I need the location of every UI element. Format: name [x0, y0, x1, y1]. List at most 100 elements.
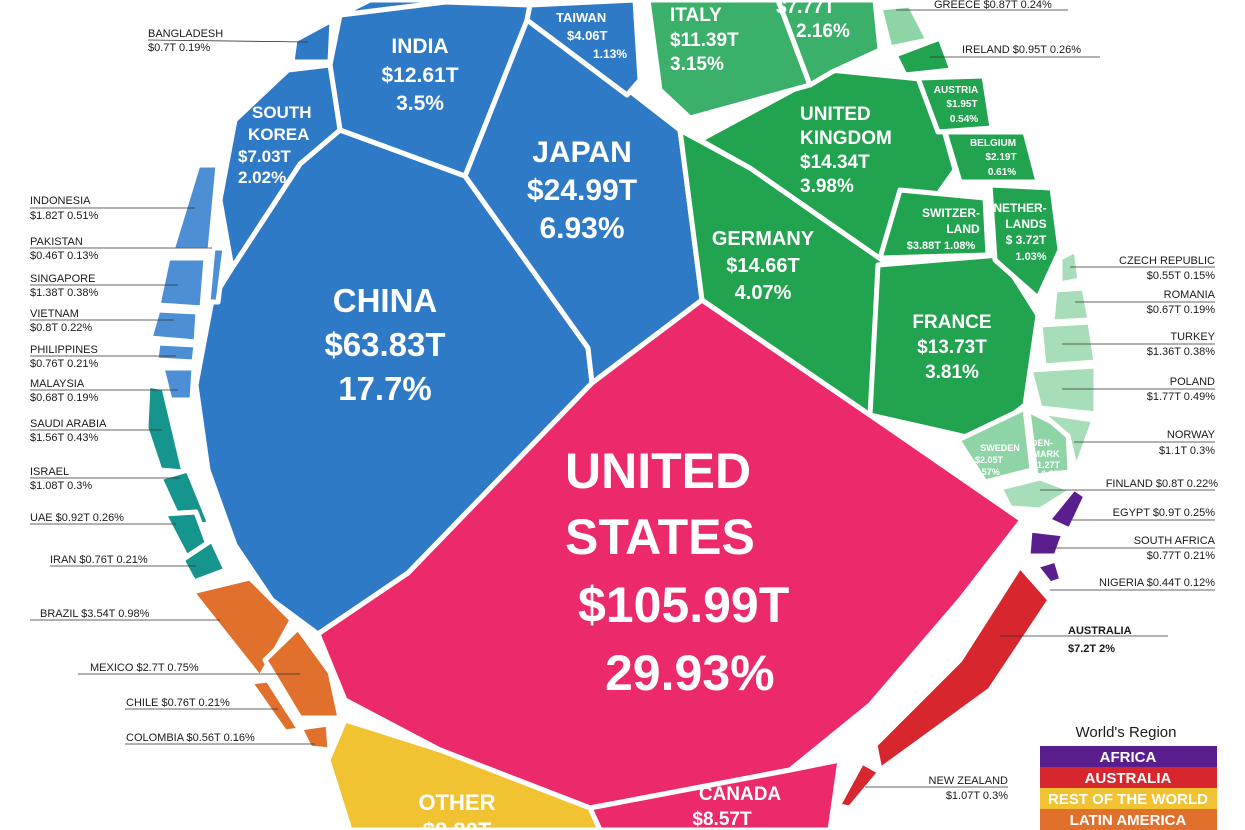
ext-czech-republic-name: CZECH REPUBLIC — [1119, 255, 1215, 267]
label-other-value: $8.80T — [423, 818, 492, 830]
ext-saudi-arabia-value: $1.56T 0.43% — [30, 432, 99, 444]
label-switzerland-value: $3.88T 1.08% — [907, 240, 976, 252]
label-france-share: 3.81% — [925, 362, 979, 383]
ext-singapore-name: SINGAPORE — [30, 273, 95, 285]
ext-colombia: COLOMBIA $0.56T 0.16% — [126, 732, 255, 744]
label-united-kingdom-line2: KINGDOM — [800, 128, 892, 149]
label-austria-share: 0.54% — [950, 114, 978, 125]
label-italy-name: ITALY — [670, 5, 722, 26]
label-netherlands-line1: NETHER- — [993, 201, 1046, 215]
label-canada-value: $8.57T — [692, 809, 752, 830]
label-switzerland-line2: LAND — [946, 222, 980, 236]
ext-greece: GREECE $0.87T 0.24% — [934, 0, 1052, 11]
label-united-states-share: 29.93% — [605, 645, 775, 701]
ext-poland-name: POLAND — [1170, 376, 1215, 388]
cell-indonesia — [169, 162, 221, 253]
cell-greece — [877, 2, 931, 51]
cell-other — [325, 717, 603, 830]
ext-pakistan-name: PAKISTAN — [30, 236, 83, 248]
ext-malaysia-name: MALAYSIA — [30, 378, 85, 390]
label-france-value: $13.73T — [917, 337, 987, 358]
cell-labels: UNITED STATES $105.99T 29.93% CHINA $63.… — [238, 0, 1067, 830]
ext-turkey-name: TURKEY — [1170, 331, 1215, 343]
ext-poland-value: $1.77T 0.49% — [1147, 391, 1216, 403]
label-netherlands-line2: LANDS — [1005, 217, 1046, 231]
cell-saudi-arabia — [143, 382, 187, 475]
ext-south-africa-name: SOUTH AFRICA — [1134, 535, 1216, 547]
ext-philippines-value: $0.76T 0.21% — [30, 358, 99, 370]
label-netherlands-value: $ 3.72T — [1006, 233, 1047, 247]
ext-new-zealand-name: NEW ZEALAND — [929, 775, 1009, 787]
cell-switzerland — [877, 187, 991, 261]
label-south-korea-line2: KOREA — [248, 125, 309, 144]
external-labels: BANGLADESH $0.7T 0.19% INDONESIA $1.82T … — [30, 0, 1218, 802]
label-south-korea-share: 2.02% — [238, 168, 286, 187]
ext-bangladesh-value: $0.7T 0.19% — [148, 42, 210, 54]
cell-malaysia — [159, 365, 197, 403]
ext-turkey-value: $1.36T 0.38% — [1147, 346, 1216, 358]
label-germany-name: GERMANY — [712, 228, 815, 250]
label-united-states-line2: STATES — [565, 509, 755, 565]
ext-south-africa-value: $0.77T 0.21% — [1147, 550, 1216, 562]
leader-lines — [30, 9, 1215, 788]
label-austria-value: $1.95T — [946, 99, 977, 110]
legend: World's Region AFRICA AUSTRALIA REST OF … — [1040, 724, 1217, 830]
cell-nigeria — [1033, 557, 1065, 587]
ext-finland: FINLAND $0.8T 0.22% — [1106, 478, 1219, 490]
legend-label-africa: AFRICA — [1100, 749, 1157, 766]
label-united-kingdom-value: $14.34T — [800, 152, 870, 173]
ext-indonesia-value: $1.82T 0.51% — [30, 210, 99, 222]
label-sweden-value: $2.05T — [975, 455, 1004, 465]
chart-cells — [143, 0, 1099, 830]
cell-new-zealand — [835, 759, 883, 811]
label-denmark-value: $1.27T — [1032, 460, 1061, 470]
label-germany-share: 4.07% — [735, 282, 792, 304]
ext-romania-value: $0.67T 0.19% — [1147, 304, 1216, 316]
label-china-name: CHINA — [333, 282, 438, 319]
label-germany-value: $14.66T — [726, 255, 799, 277]
legend-title: World's Region — [1076, 724, 1177, 741]
label-second-europe-value: $7.77T — [776, 0, 836, 18]
label-taiwan-name: TAIWAN — [556, 10, 606, 25]
label-india-name: INDIA — [391, 35, 448, 58]
label-italy-value: $11.39T — [670, 30, 739, 51]
ext-czech-republic-value: $0.55T 0.15% — [1147, 270, 1216, 282]
cell-brazil — [189, 575, 295, 681]
legend-label-latin-america: LATIN AMERICA — [1070, 812, 1187, 829]
ext-egypt: EGYPT $0.9T 0.25% — [1113, 507, 1216, 519]
ext-israel-value: $1.08T 0.3% — [30, 480, 92, 492]
ext-philippines-name: PHILIPPINES — [30, 344, 98, 356]
label-united-states-value: $105.99T — [578, 577, 789, 633]
label-belgium-name: BELGIUM — [970, 138, 1016, 149]
cell-philippines — [153, 340, 199, 365]
ext-ireland: IRELAND $0.95T 0.26% — [962, 44, 1081, 56]
label-japan-share: 6.93% — [539, 212, 624, 245]
legend-label-rest-of-world: REST OF THE WORLD — [1048, 791, 1208, 808]
ext-new-zealand-value: $1.07T 0.3% — [946, 790, 1008, 802]
ext-uae: UAE $0.92T 0.26% — [30, 512, 124, 524]
cell-second-europe — [775, 0, 883, 88]
leader-bangladesh — [147, 39, 309, 43]
label-switzerland-line1: SWITZER- — [922, 206, 980, 220]
legend-swatch-africa — [1040, 746, 1217, 767]
label-sweden-share: 0.57% — [974, 467, 1000, 477]
ext-saudi-arabia-name: SAUDI ARABIA — [30, 418, 107, 430]
cell-norway — [1037, 409, 1097, 473]
legend-swatch-rest-of-world — [1040, 788, 1217, 809]
label-other-name: OTHER — [419, 790, 496, 815]
ext-australia-value: $7.2T 2% — [1068, 643, 1115, 655]
label-south-korea-line1: SOUTH — [252, 103, 312, 122]
ext-romania-name: ROMANIA — [1164, 289, 1216, 301]
ext-australia-name: AUSTRALIA — [1068, 625, 1132, 637]
label-japan-name: JAPAN — [532, 136, 631, 169]
cell-romania — [1049, 285, 1093, 325]
cell-vietnam — [147, 307, 201, 345]
ext-vietnam-name: VIETNAM — [30, 308, 79, 320]
label-netherlands-share: 1.03% — [1015, 251, 1046, 263]
cell-poland — [1027, 363, 1099, 417]
cell-egypt — [1045, 485, 1089, 533]
label-sweden-name: SWEDEN — [980, 443, 1020, 453]
ext-nigeria: NIGERIA $0.44T 0.12% — [1099, 577, 1215, 589]
ext-pakistan-value: $0.46T 0.13% — [30, 250, 99, 262]
label-united-kingdom-share: 3.98% — [800, 176, 854, 197]
